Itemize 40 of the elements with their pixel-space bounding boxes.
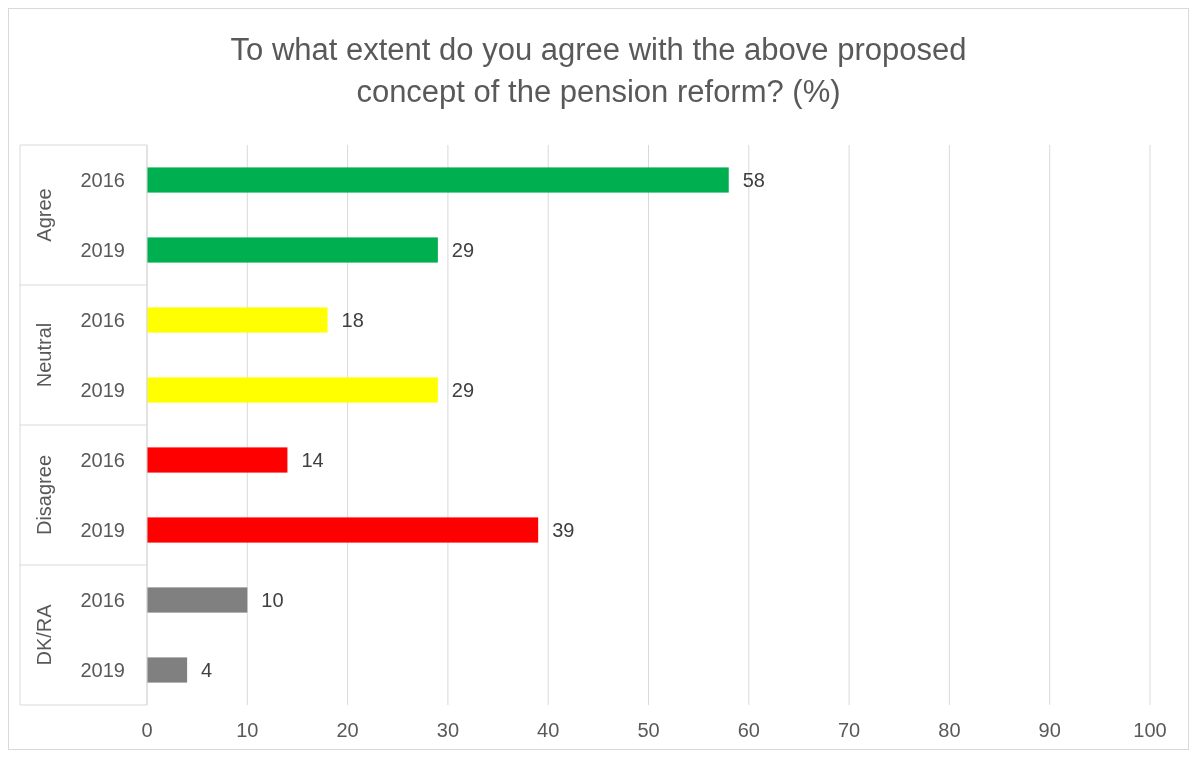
y-tick-label: 2019 [80, 519, 125, 541]
y-tick-label: 2016 [80, 449, 125, 471]
data-label: 18 [341, 309, 364, 331]
x-tick-label: 40 [537, 719, 560, 741]
x-tick-label: 90 [1038, 719, 1061, 741]
data-label: 14 [301, 449, 324, 471]
x-tick-label: 0 [141, 719, 153, 741]
x-tick-label: 50 [637, 719, 660, 741]
y-tick-label: 2016 [80, 309, 125, 331]
data-label: 29 [451, 379, 475, 401]
x-tick-label: 100 [1133, 719, 1167, 741]
text: Agree [33, 188, 55, 242]
y-tick-label: 2019 [80, 379, 125, 401]
bar [147, 517, 539, 543]
x-tick-label: 30 [436, 719, 460, 741]
y-tick-label: 2016 [80, 169, 125, 191]
x-tick-label: 60 [737, 719, 760, 741]
text: Disagree [33, 454, 55, 536]
bar [147, 307, 328, 333]
x-tick-label: 20 [336, 719, 359, 741]
y-tick-label: 2019 [80, 659, 125, 681]
x-tick-label: 10 [236, 719, 259, 741]
y-tick-label: 2019 [80, 239, 125, 261]
data-label: 29 [451, 239, 475, 261]
data-label: 58 [742, 169, 765, 191]
bar [147, 167, 729, 193]
text: DK/RA [33, 603, 55, 666]
y-tick-label: 2016 [80, 589, 125, 611]
data-label: 4 [201, 659, 213, 681]
text: Neutral [33, 322, 55, 388]
bar [147, 237, 438, 263]
data-label: 10 [261, 589, 284, 611]
bar [147, 657, 188, 683]
bar [147, 587, 248, 613]
data-label: 39 [552, 519, 575, 541]
x-tick-label: 70 [837, 719, 861, 741]
bar [147, 377, 438, 403]
bar [147, 447, 288, 473]
chart-title: To what extent do you agree with the above proposed concept of the pension reform? (%) [230, 32, 967, 109]
x-tick-label: 80 [938, 719, 961, 741]
